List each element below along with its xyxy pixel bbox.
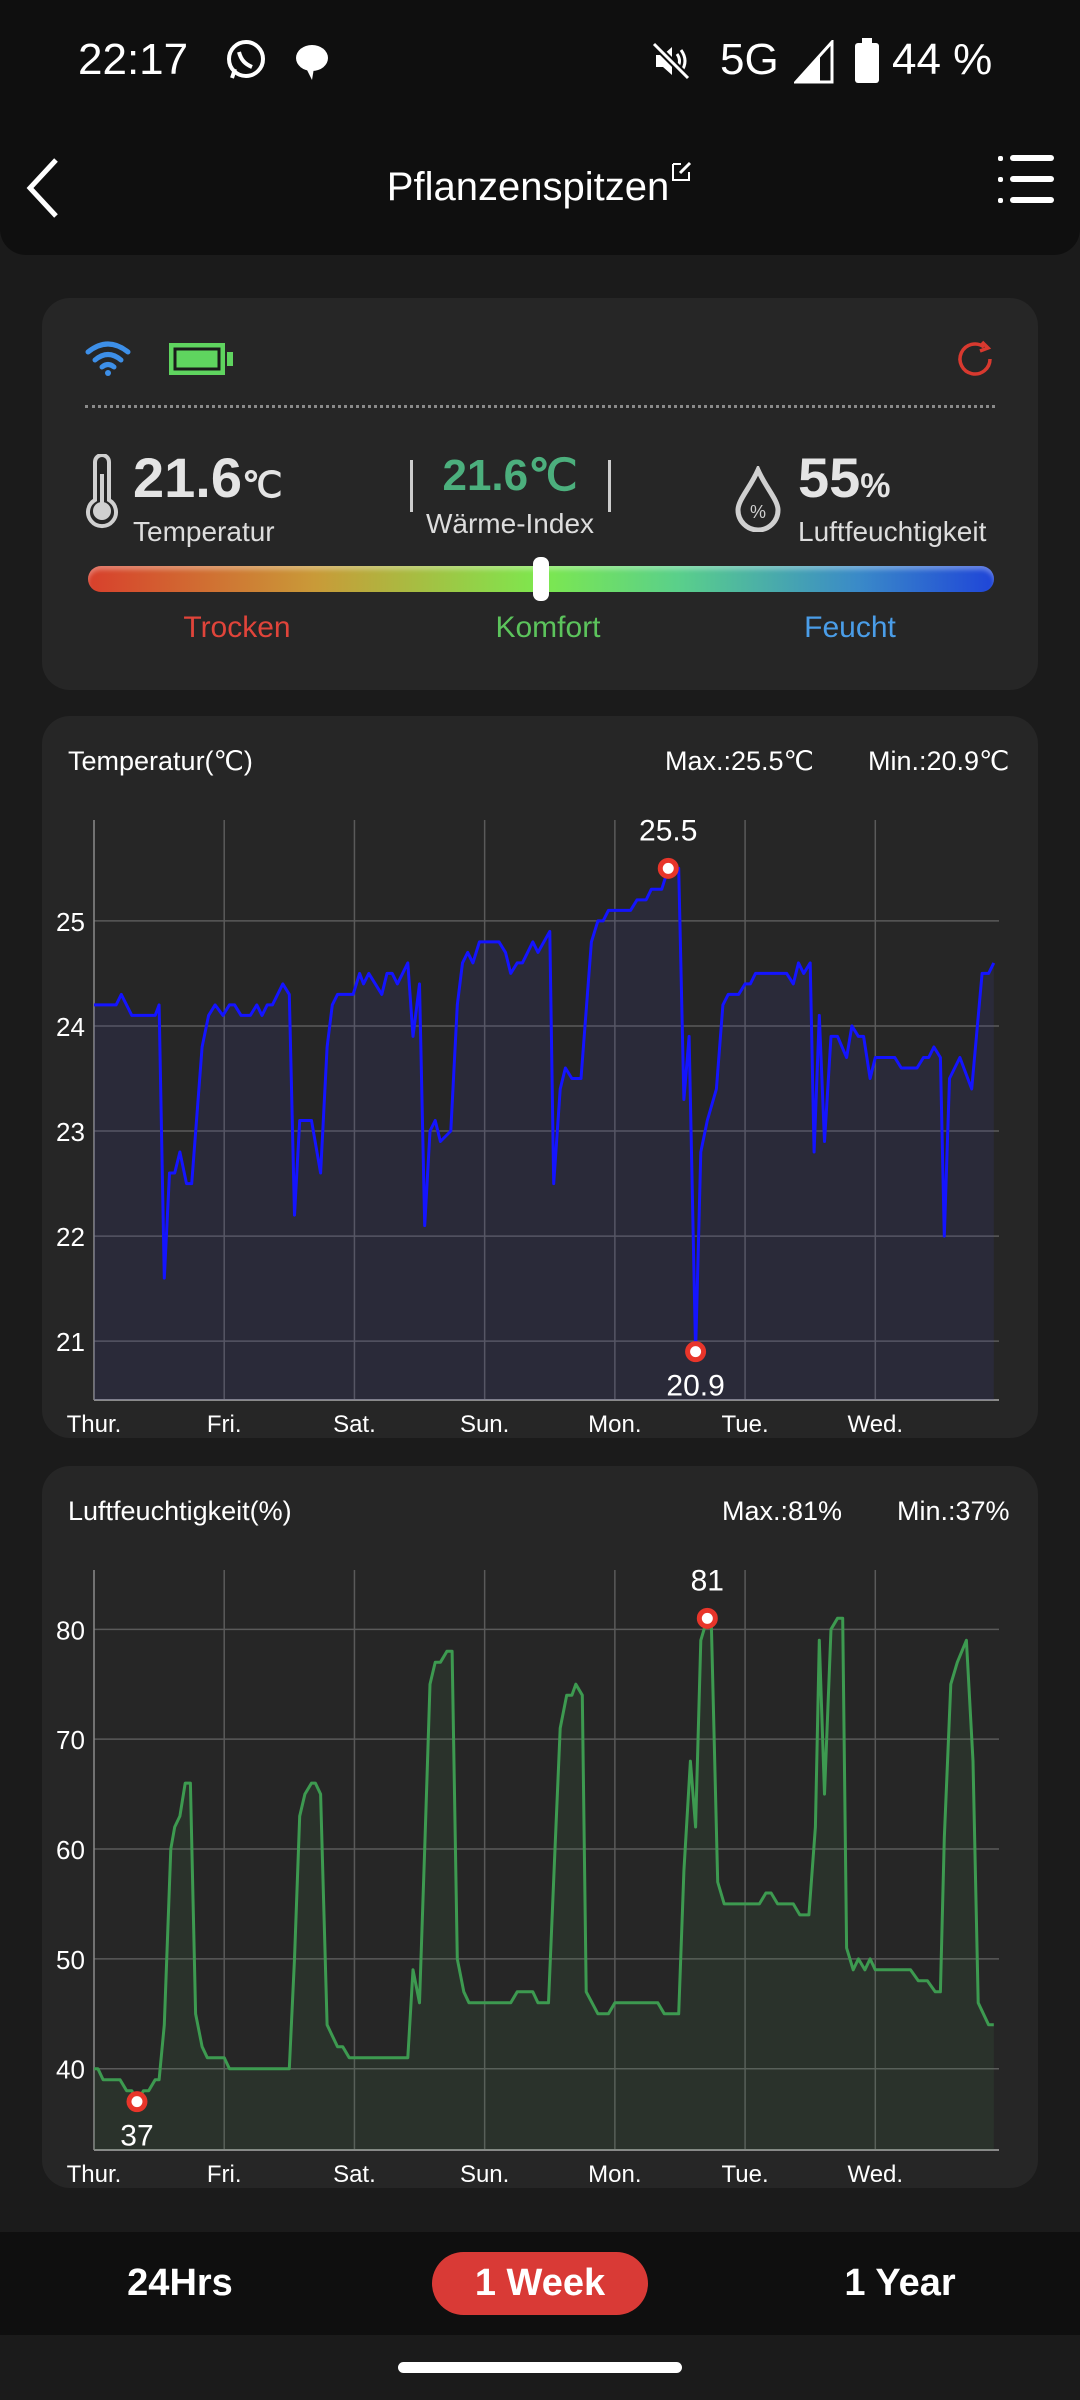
device-name: Pflanzenspitzen [386,165,670,209]
mute-icon [651,41,691,81]
series-area [94,1618,994,2150]
series-line [94,1616,994,2104]
refresh-button[interactable] [954,338,996,380]
wifi-icon [85,341,131,376]
whatsapp-icon [227,40,265,79]
edit-icon[interactable] [671,160,693,182]
x-tick-label: Mon. [588,2161,641,2188]
humidity-value: 55 [798,446,861,509]
chart-max-label: Max.:81% [722,1496,843,1526]
summary-card: 21.6℃ Temperatur 21.6℃ Wärme-Index % 55%… [42,298,1038,690]
device-battery-icon [169,343,233,375]
humidity-reading: 55% [798,448,891,508]
heat-index-value: 21.6℃ [442,451,578,500]
max-point-label: 25.5 [639,814,697,847]
divider [85,405,995,408]
min-point-label: 37 [120,2120,153,2153]
max-point-label: 81 [691,1564,724,1597]
y-tick-label: 21 [56,1327,85,1357]
y-tick-label: 24 [56,1012,85,1042]
chart-min-label: Min.:37% [897,1496,1010,1526]
x-tick-label: Tue. [722,1411,769,1438]
temperature-unit: ℃ [242,464,283,505]
comfort-gauge-marker [533,557,549,601]
battery-icon [855,38,879,83]
x-tick-label: Fri. [207,1411,242,1438]
x-tick-label: Thur. [67,1411,122,1438]
zone-comfort: Komfort [495,611,601,644]
x-tick-label: Thur. [67,2161,122,2188]
humidity-chart: 40 50 60 70 80 Thur. Fri. Sat. Sun. Mon. Tue. Wed. 8… [56,1564,999,2188]
temperature-chart-card: Temperatur(℃) Max.:25.5℃ Min.:20.9℃ 21 22… [42,716,1038,1438]
temperature-label: Temperatur [133,516,275,547]
message-icon [296,45,328,80]
y-tick-label: 25 [56,907,85,937]
range-24hrs[interactable]: 24Hrs [127,2262,233,2304]
max-point-marker [657,857,679,879]
y-tick-label: 23 [56,1117,85,1147]
chart-title: Temperatur(℃) [68,746,253,776]
temperature-chart: 21 22 23 24 25 Thur. Fri. Sat. Sun. Mon. Tue. Wed. 2… [56,814,999,1438]
y-tick-label: 60 [56,1835,85,1865]
x-tick-label: Tue. [722,2161,769,2188]
x-tick-label: Wed. [847,1411,903,1438]
menu-button[interactable] [998,152,1056,208]
back-button[interactable] [22,156,62,220]
y-tick-label: 80 [56,1615,85,1645]
min-point-marker [126,2091,148,2113]
y-tick-label: 22 [56,1222,85,1252]
battery-level: 44 % [892,35,993,84]
heat-index-label: Wärme-Index [425,508,595,539]
min-point-label: 20.9 [666,1370,724,1403]
humidity-drop-icon: % [735,466,781,532]
x-tick-label: Sat. [333,1411,376,1438]
humidity-label: Luftfeuchtigkeit [798,516,987,547]
y-tick-label: 40 [56,2055,85,2085]
chart-max-label: Max.:25.5℃ [665,746,814,776]
svg-text:%: % [750,502,766,522]
page-title: Pflanzenspitzen [0,160,1080,212]
humidity-unit: % [860,467,891,505]
range-1-year[interactable]: 1 Year [844,2262,956,2304]
max-point-marker [696,1607,718,1629]
zone-wet: Feucht [804,611,896,644]
x-tick-label: Fri. [207,2161,242,2188]
separator [608,460,611,512]
y-tick-label: 70 [56,1725,85,1755]
x-tick-label: Mon. [588,1411,641,1438]
x-tick-label: Sun. [460,1411,509,1438]
y-tick-label: 50 [56,1945,85,1975]
zone-dry: Trocken [183,611,291,644]
range-1-week[interactable]: 1 Week [432,2252,648,2315]
signal-icon [794,40,834,84]
home-indicator[interactable] [398,2362,682,2373]
humidity-chart-card: Luftfeuchtigkeit(%) Max.:81% Min.:37% 40… [42,1466,1038,2188]
x-tick-label: Sat. [333,2161,376,2188]
separator [410,460,413,512]
series-area [94,868,994,1400]
network-type: 5G [720,35,779,84]
thermometer-icon [86,454,118,529]
chart-min-label: Min.:20.9℃ [868,746,1010,776]
app-header [0,0,1080,255]
series-line [94,866,996,1354]
temperature-reading: 21.6℃ [133,448,282,508]
x-tick-label: Sun. [460,2161,509,2188]
temperature-value: 21.6 [133,446,242,509]
chart-title: Luftfeuchtigkeit(%) [68,1496,292,1526]
status-time: 22:17 [78,35,189,84]
min-point-marker [685,1341,707,1363]
x-tick-label: Wed. [847,2161,903,2188]
